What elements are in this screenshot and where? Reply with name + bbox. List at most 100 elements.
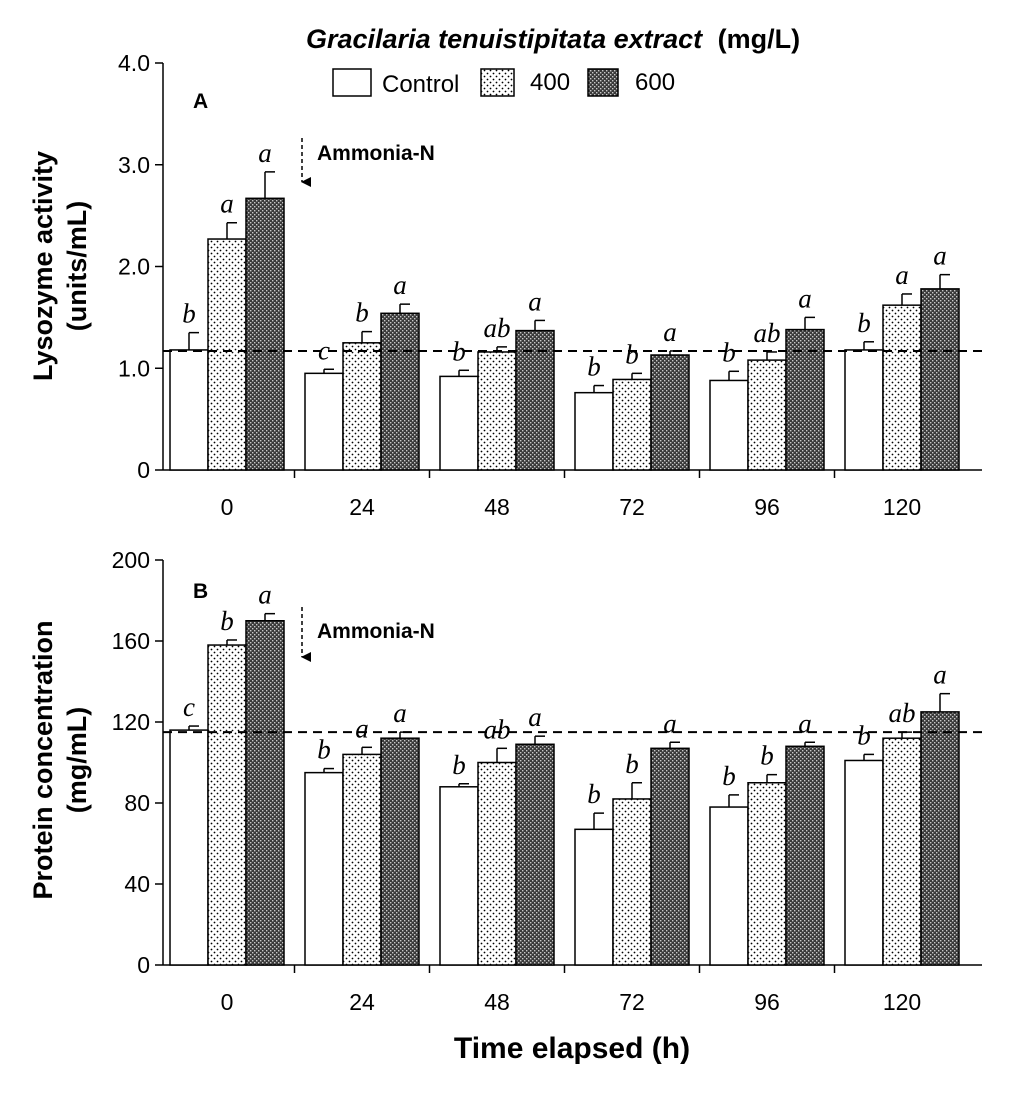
panel-a-y-tick-label: 3.0	[118, 152, 150, 178]
panel-a-significance-letter: a	[220, 189, 234, 219]
panel-b-y-ticks: 0 40 80 120 160 200	[112, 547, 163, 978]
panel-a-x-tick-label: 48	[484, 494, 510, 520]
panel-b-y-tick-label: 80	[124, 790, 150, 816]
panel-b-y-label-line1: Protein concentration	[28, 620, 58, 899]
panel-b-bar-control-72	[574, 828, 614, 966]
panel-b-significance-letter: b	[625, 749, 639, 779]
panel-b-x-tick-label: 72	[619, 989, 645, 1015]
panel-a-bar-control-24	[304, 372, 344, 471]
panel-b-significance-letter: a	[355, 713, 369, 743]
panel-b-x-tick-label: 120	[883, 989, 921, 1015]
panel-a-bar-400-48	[477, 351, 517, 471]
panel-a-x-tick-label: 96	[754, 494, 780, 520]
panel-a-significance-letter: a	[798, 283, 812, 313]
panel-a-significance-letter: ab	[754, 318, 781, 348]
panel-b-significance-letter: a	[663, 708, 677, 738]
panel-a-significance-letter: b	[857, 308, 871, 338]
panel-a-significance-letter: b	[182, 299, 196, 329]
legend-swatch-600	[587, 68, 619, 97]
panel-b-significance-letter: ab	[484, 714, 511, 744]
panel-b-significance-letter: a	[528, 702, 542, 732]
panel-a-letter: A	[193, 90, 208, 113]
panel-b-significance-letter: b	[587, 779, 601, 809]
panel-b-bar-600-24	[380, 737, 420, 966]
panel-b-significance-letter: b	[760, 741, 774, 771]
panel-b-bar-control-24	[304, 771, 344, 966]
panel-a-bar-control-0	[169, 349, 209, 471]
panel-b-bar-400-120	[882, 737, 922, 966]
panel-a-significance-letter: c	[318, 335, 330, 365]
panel-a-x-tick-label: 24	[349, 494, 375, 520]
panel-a-significance-letter: a	[933, 241, 947, 271]
panel-b-bar-400-96	[747, 782, 787, 966]
legend-title: Gracilaria tenuistipitata extract (mg/L)	[306, 24, 800, 54]
panel-a-ammonia-label: Ammonia-N	[317, 142, 435, 165]
panel-a-y-ticks: 0 1.0 2.0 3.0 4.0	[118, 50, 163, 483]
panel-b-bar-400-0	[207, 644, 247, 966]
panel-b-significance-letter: a	[798, 708, 812, 738]
panel-a-bar-400-24	[342, 342, 382, 471]
panel-b-x-tick-label: 0	[221, 989, 234, 1015]
panel-b-significance-letter: b	[317, 735, 331, 765]
panel-a-significance-letter: a	[663, 317, 677, 347]
panel-b-significance-letter: b	[220, 606, 234, 636]
panel-b-y-label-line2: (mg/mL)	[62, 707, 92, 813]
panel-a-bar-600-48	[515, 329, 555, 471]
panel-a-significance-letter: a	[258, 138, 272, 168]
panel-a-bar-600-72	[650, 354, 690, 471]
panel-b-significance-letter: a	[258, 580, 272, 610]
panel-b-bar-control-120	[844, 759, 884, 966]
panel-b-bar-400-24	[342, 753, 382, 966]
panel-b-bar-control-48	[439, 786, 479, 966]
legend-label-600: 600	[635, 69, 675, 96]
legend-label-400: 400	[530, 69, 570, 96]
panel-b-bar-600-0	[245, 620, 285, 966]
panel-b-significance-letter: b	[452, 750, 466, 780]
panel-b-bar-control-0	[169, 729, 209, 966]
panel-b-ammonia-annotation: Ammonia-N	[301, 607, 435, 662]
panel-a-bar-600-24	[380, 312, 420, 471]
legend-title-unit: (mg/L)	[718, 24, 800, 54]
panel-b-y-tick-label: 120	[112, 709, 150, 735]
panel-b-ammonia-label: Ammonia-N	[317, 620, 435, 643]
panel-a-bar-600-96	[785, 328, 825, 471]
panel-b-x-tick-label: 24	[349, 989, 375, 1015]
legend-label-control: Control	[382, 71, 459, 98]
panel-a-significance-letter: b	[587, 352, 601, 382]
panel-b-y-tick-label: 200	[112, 547, 150, 573]
panel-b-bar-400-72	[612, 798, 652, 966]
panel-b-significance-letter: a	[393, 698, 407, 728]
panel-a-x-tick-label: 72	[619, 494, 645, 520]
legend-title-species: Gracilaria tenuistipitata extract	[306, 24, 703, 54]
panel-a-bar-400-96	[747, 359, 787, 471]
panel-b-bar-600-120	[920, 711, 960, 966]
legend: Gracilaria tenuistipitata extract (mg/L)…	[306, 24, 800, 98]
panel-b-significance-letter: b	[722, 761, 736, 791]
panel-a-bar-400-72	[612, 378, 652, 471]
panel-a-significance-letter: b	[625, 339, 639, 369]
panel-a-bar-400-120	[882, 304, 922, 471]
panel-a-significance-letter: a	[895, 260, 909, 290]
panel-b-letter: B	[193, 580, 208, 603]
panel-a-bar-600-120	[920, 288, 960, 471]
panel-b-significance-letter: ab	[889, 698, 916, 728]
panel-a-ammonia-annotation: Ammonia-N	[301, 138, 435, 187]
panel-b-x-tick-label: 96	[754, 989, 780, 1015]
legend-swatch-400	[480, 68, 515, 97]
panel-a: A 01.02.03.04.0 0 24 48 72 96 120 baacbababab…	[28, 50, 982, 520]
panel-a-x-tick-label: 0	[221, 494, 234, 520]
panel-b-y-tick-label: 0	[137, 952, 150, 978]
panel-a-bar-control-120	[844, 349, 884, 471]
panel-a-bar-control-72	[574, 391, 614, 471]
panel-a-bar-control-48	[439, 375, 479, 471]
panel-b-bar-control-96	[709, 806, 749, 966]
panel-a-significance-letter: ab	[484, 313, 511, 343]
panel-a-y-label-line1: Lysozyme activity	[28, 151, 58, 381]
panel-a-y-tick-label: 1.0	[118, 355, 150, 381]
x-axis-label: Time elapsed (h)	[454, 1032, 690, 1065]
panel-b-significance-letter: c	[183, 692, 195, 722]
